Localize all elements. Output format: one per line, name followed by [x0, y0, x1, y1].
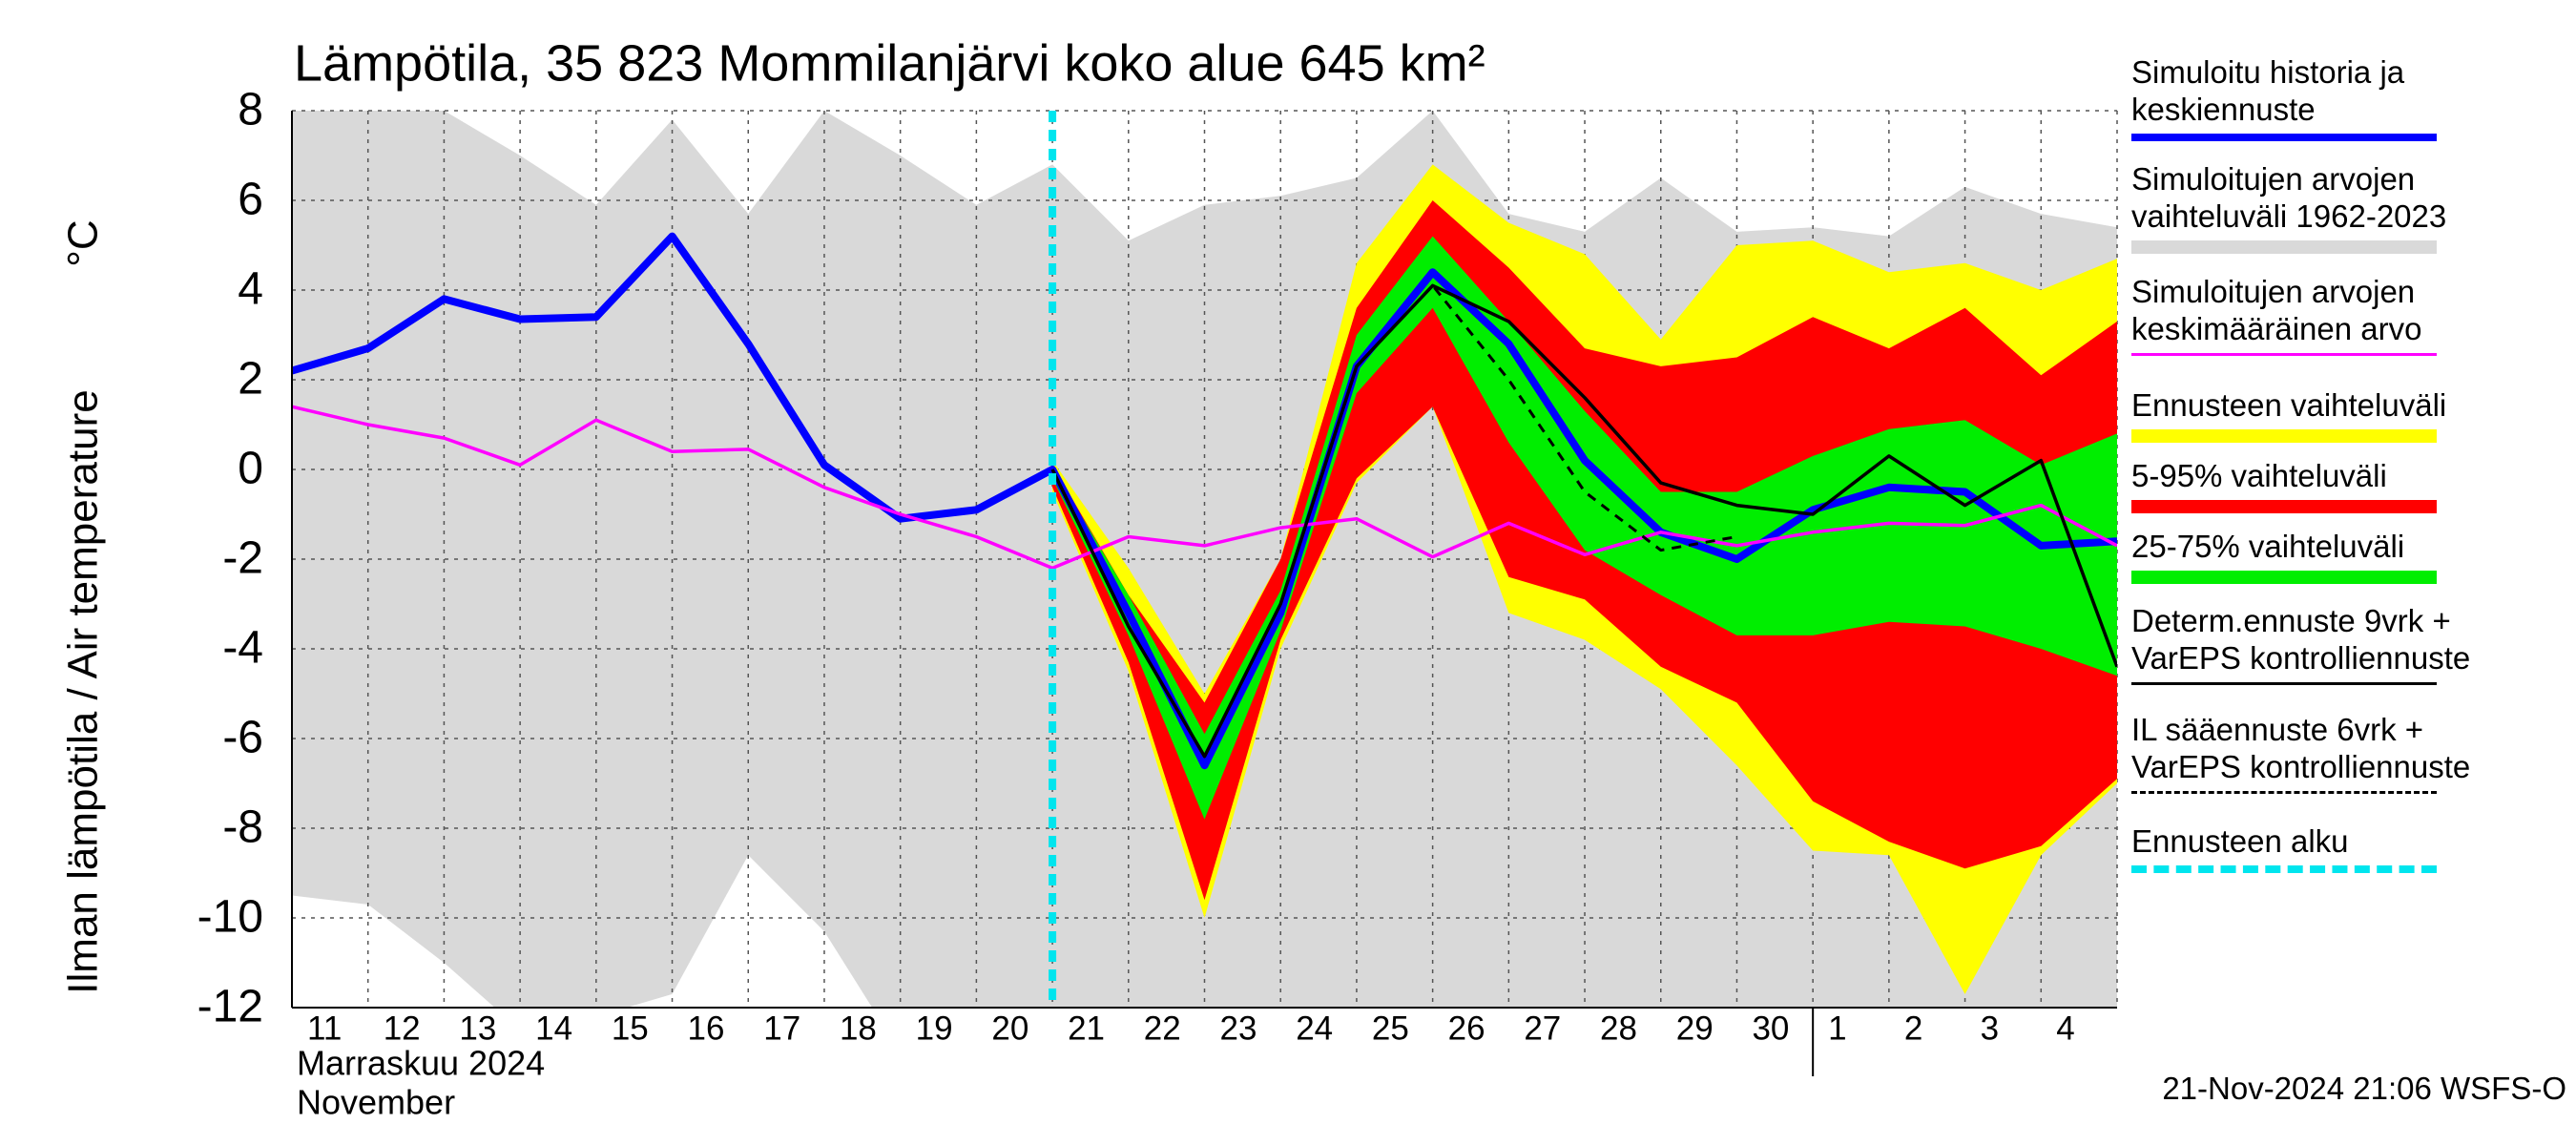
x-tick-label: 23: [1220, 1010, 1257, 1047]
x-tick-label: 19: [916, 1010, 953, 1047]
x-tick-label: 15: [612, 1010, 649, 1047]
x-tick-label: 25: [1372, 1010, 1409, 1047]
legend-swatch: [2131, 865, 2437, 873]
legend-label: Ennusteen vaihteluväli: [2131, 387, 2447, 423]
legend-item: Simuloitujen arvojen vaihteluväli 1962-2…: [2131, 160, 2570, 254]
legend-item: 25-75% vaihteluväli: [2131, 528, 2570, 584]
x-tick-label: 13: [459, 1010, 496, 1047]
x-tick-label: 11: [307, 1010, 342, 1047]
series-line: [1050, 283, 1737, 759]
x-tick-label: 16: [688, 1010, 725, 1047]
series-line: [292, 405, 2117, 571]
lines: [292, 232, 2117, 770]
legend-item: Simuloitujen arvojen keskimääräinen arvo: [2131, 273, 2570, 356]
legend-swatch: [2131, 791, 2437, 794]
y-tick-label: 4: [238, 264, 263, 315]
legend-swatch: [2131, 682, 2437, 685]
month-label-en: November: [297, 1083, 455, 1122]
y-tick-label: -8: [222, 802, 263, 853]
y-tick-label: -6: [222, 713, 263, 763]
y-axis-label: Ilman lämpötila / Air temperature: [60, 389, 107, 993]
forecast-bands: [1052, 164, 2117, 994]
y-tick-label: -10: [197, 892, 263, 943]
y-tick-label: 0: [238, 444, 263, 494]
x-tick-label: 22: [1144, 1010, 1181, 1047]
chart-title: Lämpötila, 35 823 Mommilanjärvi koko alu…: [294, 34, 1485, 92]
legend-swatch: [2131, 134, 2437, 141]
y-axis-unit: °C: [60, 219, 107, 266]
legend-item: Simuloitu historia ja keskiennuste: [2131, 53, 2570, 141]
x-tick-label: 12: [384, 1010, 421, 1047]
x-tick-label: 20: [991, 1010, 1028, 1047]
legend-item: Ennusteen vaihteluväli: [2131, 386, 2570, 443]
x-tick-label: 4: [2056, 1010, 2074, 1047]
legend-swatch: [2131, 500, 2437, 513]
y-tick-label: -12: [197, 982, 263, 1032]
x-tick-label: 24: [1296, 1010, 1333, 1047]
legend-label: 25-75% vaihteluväli: [2131, 529, 2405, 564]
y-tick-label: 8: [238, 85, 263, 135]
legend-item: IL sääennuste 6vrk + VarEPS kontrollienn…: [2131, 711, 2570, 794]
legend-label: 5-95% vaihteluväli: [2131, 458, 2387, 493]
x-tick-label: 3: [1981, 1010, 1999, 1047]
range-band: [1052, 236, 2117, 820]
x-tick-label: 30: [1752, 1010, 1789, 1047]
legend-swatch: [2131, 571, 2437, 584]
x-tick-label: 14: [535, 1010, 572, 1047]
series-line: [292, 232, 2117, 770]
legend-swatch: [2131, 429, 2437, 443]
x-tick-label: 29: [1676, 1010, 1714, 1047]
x-tick-label: 18: [840, 1010, 877, 1047]
legend-item: 5-95% vaihteluväli: [2131, 457, 2570, 513]
legend-item: Determ.ennuste 9vrk + VarEPS kontrollien…: [2131, 602, 2570, 685]
month-label: Marraskuu 2024: [297, 1044, 545, 1083]
x-tick-label: 1: [1828, 1010, 1846, 1047]
x-tick-label: 2: [1904, 1010, 1922, 1047]
legend-label: Simuloitu historia ja keskiennuste: [2131, 54, 2405, 127]
timestamp: 21-Nov-2024 21:06 WSFS-O: [2162, 1071, 2566, 1106]
y-tick-label: 6: [238, 175, 263, 225]
x-tick-label: 26: [1448, 1010, 1485, 1047]
legend-label: Ennusteen alku: [2131, 823, 2349, 859]
x-tick-label: 17: [763, 1010, 800, 1047]
y-tick-label: 2: [238, 354, 263, 405]
legend-label: Determ.ennuste 9vrk + VarEPS kontrollien…: [2131, 603, 2471, 676]
x-tick-label: 28: [1600, 1010, 1637, 1047]
y-tick-label: -2: [222, 533, 263, 584]
y-tick-label: -4: [222, 623, 263, 674]
x-tick-label: 21: [1068, 1010, 1105, 1047]
legend-item: Ennusteen alku: [2131, 822, 2570, 873]
legend-label: Simuloitujen arvojen keskimääräinen arvo: [2131, 274, 2422, 346]
legend-label: Simuloitujen arvojen vaihteluväli 1962-2…: [2131, 161, 2447, 234]
legend-label: IL sääennuste 6vrk + VarEPS kontrollienn…: [2131, 712, 2471, 784]
legend-swatch: [2131, 240, 2437, 254]
legend-swatch: [2131, 353, 2437, 356]
x-tick-label: 27: [1524, 1010, 1561, 1047]
